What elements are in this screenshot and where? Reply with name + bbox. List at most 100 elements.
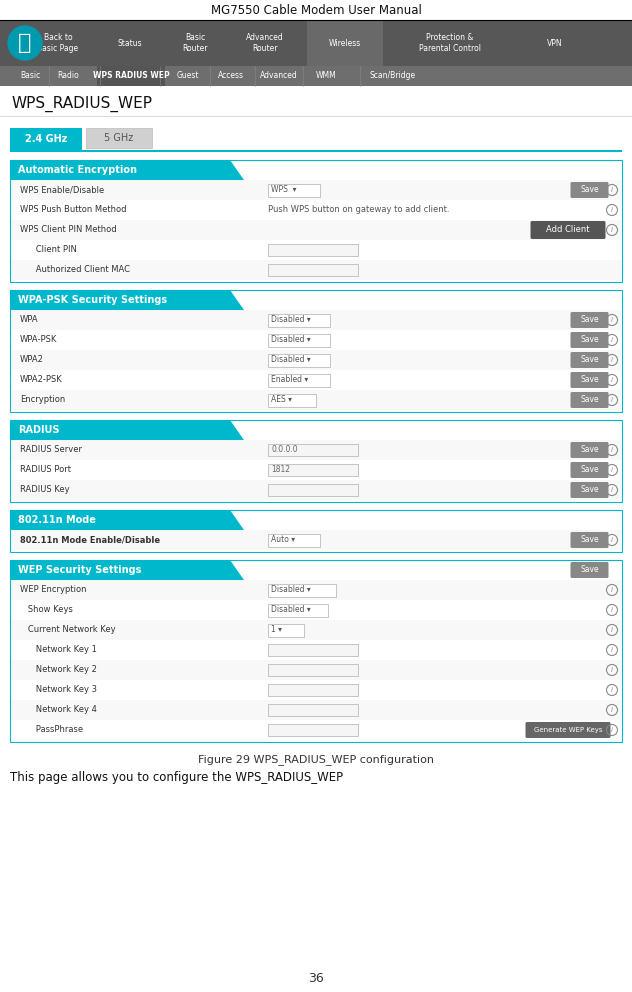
Text: Status: Status <box>118 39 142 48</box>
Text: Scan/Bridge: Scan/Bridge <box>370 71 416 80</box>
Text: RADIUS Key: RADIUS Key <box>20 485 70 494</box>
Text: Guest: Guest <box>177 71 199 80</box>
Bar <box>11 600 621 620</box>
Text: Save: Save <box>580 186 599 194</box>
Text: Advanced: Advanced <box>260 71 298 80</box>
Text: Disabled ▾: Disabled ▾ <box>271 315 311 324</box>
Bar <box>268 603 328 616</box>
Text: Automatic Encryption: Automatic Encryption <box>18 165 137 175</box>
Text: WPS Push Button Method: WPS Push Button Method <box>20 205 126 214</box>
Bar <box>11 220 621 240</box>
Circle shape <box>8 26 42 60</box>
Polygon shape <box>230 560 244 580</box>
Text: Disabled ▾: Disabled ▾ <box>271 335 311 344</box>
Bar <box>268 644 358 656</box>
Text: i: i <box>611 707 613 713</box>
Text: Protection &
Parental Control: Protection & Parental Control <box>419 34 481 53</box>
Text: 802.11n Mode: 802.11n Mode <box>18 515 96 525</box>
Text: Disabled ▾: Disabled ▾ <box>271 355 311 364</box>
Text: AES ▾: AES ▾ <box>271 396 292 405</box>
Text: WPS  ▾: WPS ▾ <box>271 186 296 194</box>
Text: i: i <box>611 357 613 363</box>
Bar <box>268 444 358 456</box>
Text: Save: Save <box>580 536 599 545</box>
Bar <box>268 624 304 637</box>
Bar <box>10 420 622 502</box>
Bar <box>268 724 358 736</box>
FancyBboxPatch shape <box>571 352 609 368</box>
Text: 802.11n Mode Enable/Disable: 802.11n Mode Enable/Disable <box>20 536 160 545</box>
Bar <box>268 583 336 596</box>
Bar <box>268 374 330 387</box>
Polygon shape <box>230 420 244 440</box>
Text: Disabled ▾: Disabled ▾ <box>271 605 311 614</box>
Bar <box>268 313 330 326</box>
Bar <box>268 264 358 276</box>
Bar <box>11 370 621 390</box>
Text: Push WPS button on gateway to add client.: Push WPS button on gateway to add client… <box>268 205 449 214</box>
Text: Current Network Key: Current Network Key <box>20 626 116 635</box>
Text: Save: Save <box>580 485 599 494</box>
Bar <box>268 664 358 676</box>
Bar <box>97 66 165 86</box>
Text: Save: Save <box>580 565 599 574</box>
Text: i: i <box>611 187 613 193</box>
Text: WPA2-PSK: WPA2-PSK <box>20 376 63 385</box>
Text: Save: Save <box>580 335 599 344</box>
Text: WPA2: WPA2 <box>20 355 44 364</box>
Text: Add Client: Add Client <box>546 225 590 234</box>
Text: Network Key 2: Network Key 2 <box>20 666 97 675</box>
Bar <box>11 720 621 740</box>
Bar <box>268 353 330 366</box>
Text: i: i <box>611 727 613 733</box>
Bar <box>268 184 320 196</box>
Bar <box>307 20 383 66</box>
Bar <box>11 640 621 660</box>
Text: WPA-PSK Security Settings: WPA-PSK Security Settings <box>18 295 167 305</box>
Text: WPA-PSK: WPA-PSK <box>20 335 58 344</box>
Bar <box>11 620 621 640</box>
Bar <box>11 260 621 280</box>
Text: Save: Save <box>580 465 599 474</box>
Text: Network Key 1: Network Key 1 <box>20 646 97 655</box>
Text: Access: Access <box>218 71 244 80</box>
Bar <box>268 333 330 346</box>
Text: Basic: Basic <box>20 71 40 80</box>
Bar <box>268 704 358 716</box>
Bar <box>268 534 320 547</box>
Text: Authorized Client MAC: Authorized Client MAC <box>20 266 130 275</box>
Text: WPA: WPA <box>20 315 39 324</box>
Text: PassPhrase: PassPhrase <box>20 725 83 734</box>
Text: Save: Save <box>580 376 599 385</box>
Text: 1 ▾: 1 ▾ <box>271 626 282 635</box>
Bar <box>11 200 621 220</box>
Text: Network Key 3: Network Key 3 <box>20 685 97 694</box>
Text: i: i <box>611 537 613 543</box>
Bar <box>11 310 621 330</box>
Bar <box>268 464 358 476</box>
FancyBboxPatch shape <box>571 332 609 348</box>
Bar <box>10 420 230 440</box>
Bar <box>11 530 621 550</box>
Text: i: i <box>611 317 613 323</box>
Text: WEP Encryption: WEP Encryption <box>20 585 87 594</box>
Text: WMM: WMM <box>315 71 336 80</box>
Text: Figure 29 WPS_RADIUS_WEP configuration: Figure 29 WPS_RADIUS_WEP configuration <box>198 755 434 766</box>
Text: Advanced
Router: Advanced Router <box>246 34 284 53</box>
Text: WEP Security Settings: WEP Security Settings <box>18 565 142 575</box>
Text: WPS_RADIUS_WEP: WPS_RADIUS_WEP <box>12 96 153 112</box>
Bar <box>11 330 621 350</box>
Text: RADIUS Port: RADIUS Port <box>20 465 71 474</box>
Polygon shape <box>230 290 244 310</box>
Text: Auto ▾: Auto ▾ <box>271 536 295 545</box>
Text: This page allows you to configure the WPS_RADIUS_WEP: This page allows you to configure the WP… <box>10 772 343 785</box>
Text: Wireless: Wireless <box>329 39 361 48</box>
Text: 5 GHz: 5 GHz <box>104 133 133 143</box>
FancyBboxPatch shape <box>571 562 609 578</box>
Bar <box>268 244 358 256</box>
Text: RADIUS Server: RADIUS Server <box>20 445 82 454</box>
Text: 1812: 1812 <box>271 465 290 474</box>
Text: i: i <box>611 487 613 493</box>
Bar <box>10 560 622 742</box>
Bar <box>10 510 622 552</box>
